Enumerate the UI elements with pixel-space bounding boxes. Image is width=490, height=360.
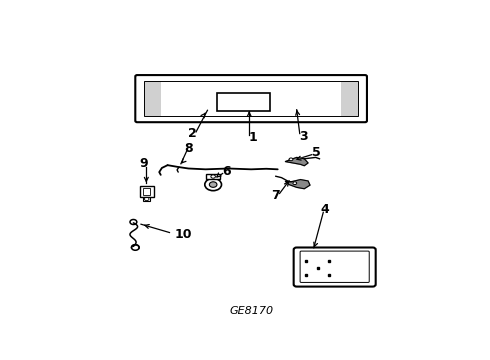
Text: GE8170: GE8170 [229,306,273,316]
FancyBboxPatch shape [341,81,358,116]
Text: 5: 5 [312,147,321,159]
Circle shape [205,179,221,191]
Text: 1: 1 [248,131,257,144]
Polygon shape [285,157,308,166]
Text: 7: 7 [271,189,280,202]
Circle shape [209,182,217,187]
FancyBboxPatch shape [206,174,220,179]
Polygon shape [285,180,310,189]
Text: 10: 10 [174,228,192,241]
FancyBboxPatch shape [294,247,376,287]
Text: 4: 4 [321,203,330,216]
FancyBboxPatch shape [143,197,150,201]
Circle shape [293,182,297,185]
FancyBboxPatch shape [135,75,367,122]
Text: 9: 9 [140,157,148,170]
FancyBboxPatch shape [140,186,153,197]
FancyBboxPatch shape [144,81,161,116]
Circle shape [289,158,293,161]
FancyBboxPatch shape [217,93,270,111]
Text: 8: 8 [184,142,193,155]
Text: 3: 3 [299,130,308,143]
Text: 2: 2 [188,127,196,140]
Circle shape [211,175,216,178]
Text: 6: 6 [222,165,231,178]
